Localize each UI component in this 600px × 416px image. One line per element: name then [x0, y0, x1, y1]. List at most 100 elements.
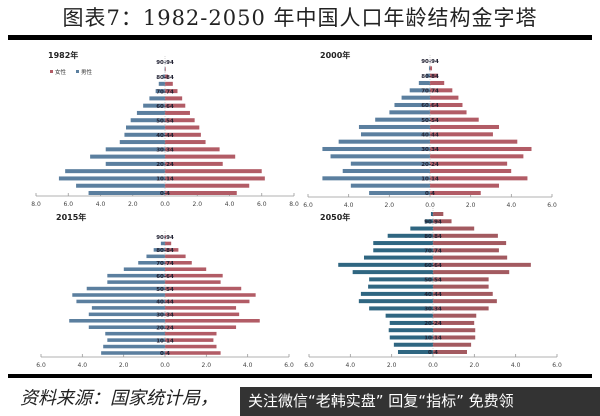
bar-female-85-89: [165, 241, 172, 246]
x-tick-label: 4.0: [346, 362, 356, 369]
bar-male-70-74: [138, 261, 165, 265]
legend-swatch-female: [50, 70, 53, 73]
bar-female-85-89: [433, 226, 475, 231]
bar-female-15-19: [165, 169, 262, 174]
bar-male-15-19: [65, 169, 165, 174]
bar-male-25-29: [90, 154, 165, 159]
bar-female-70-74: [430, 88, 453, 93]
bar-male-30-34: [369, 306, 433, 311]
bar-female-50-54: [165, 286, 242, 291]
bar-male-60-64: [143, 103, 165, 108]
bar-female-0-4: [165, 351, 221, 355]
age-label: 30-34: [424, 307, 442, 313]
bar-male-75-79: [373, 241, 433, 246]
x-tick-label: 2.0: [385, 202, 395, 209]
bar-female-55-59: [165, 280, 221, 284]
bar-female-60-64: [433, 262, 531, 267]
bar-female-80-84: [430, 73, 439, 78]
bar-female-5-9: [165, 183, 250, 188]
bar-female-30-34: [433, 306, 489, 311]
legend-swatch-male: [76, 70, 79, 73]
x-tick-label: 6.0: [304, 362, 314, 369]
age-label: 20-24: [156, 162, 174, 168]
bar-female-45-49: [165, 125, 200, 130]
bar-male-95-99: [430, 212, 433, 216]
age-label: 40-44: [156, 300, 174, 306]
x-tick-label: 4.0: [507, 202, 517, 209]
x-tick-label: 0.0: [160, 362, 170, 369]
bar-female-10-14: [165, 176, 265, 181]
x-tick-label: 0.0: [428, 362, 438, 369]
bar-male-40-44: [124, 132, 165, 137]
legend-label-female: 女性: [55, 68, 67, 76]
bar-male-30-34: [322, 146, 430, 152]
bar-male-10-14: [107, 338, 165, 342]
bar-male-85-89: [160, 241, 165, 246]
legend-label-male: 男性: [81, 68, 93, 76]
bar-male-10-14: [58, 176, 165, 181]
x-tick-label: 6.0: [552, 362, 562, 369]
bar-male-80-84: [153, 248, 165, 252]
bar-male-50-54: [86, 286, 165, 291]
bar-female-25-29: [430, 154, 524, 159]
x-tick-label: 8.0: [289, 201, 299, 208]
source-note: 资料来源：国家统计局，: [20, 388, 218, 409]
bar-male-10-14: [322, 176, 430, 181]
bar-female-0-4: [433, 350, 467, 354]
panel-title: 2015年: [56, 212, 86, 222]
age-label: 90-94: [421, 59, 439, 65]
bar-female-75-79: [165, 254, 186, 259]
age-label: 0-4: [428, 350, 438, 356]
age-label: 60-64: [421, 103, 439, 109]
bar-male-20-24: [105, 161, 165, 166]
bar-male-40-44: [76, 299, 165, 304]
bar-male-0-4: [88, 190, 165, 196]
panel-title: 2050年: [320, 212, 350, 222]
bar-female-40-44: [430, 132, 493, 137]
bar-male-35-39: [119, 140, 165, 145]
bar-male-55-59: [136, 110, 165, 115]
age-label: 90-94: [156, 60, 174, 66]
bar-female-80-84: [433, 233, 498, 238]
bar-female-20-24: [430, 161, 508, 166]
age-label: 20-24: [421, 162, 439, 168]
bar-female-55-59: [433, 270, 510, 275]
bar-female-15-19: [433, 328, 476, 333]
bar-male-65-69: [149, 96, 165, 101]
bar-male-35-39: [358, 299, 433, 304]
age-label: 50-54: [421, 118, 439, 124]
bar-male-40-44: [360, 132, 430, 137]
age-label: 30-34: [421, 147, 439, 153]
bar-male-25-29: [385, 313, 433, 318]
bar-male-0-4: [101, 351, 165, 355]
bar-female-10-14: [433, 335, 476, 340]
bar-female-40-44: [433, 291, 493, 296]
bar-male-80-84: [162, 74, 165, 79]
bar-male-0-4: [369, 190, 430, 196]
watermark-banner: 关注微信“老韩实盘” 回复“指标” 免费领: [240, 387, 600, 416]
bar-male-80-84: [425, 73, 430, 78]
bar-male-70-74: [409, 88, 430, 93]
x-tick-label: 0.0: [425, 202, 435, 209]
bar-male-85-89: [428, 66, 430, 71]
bar-female-75-79: [165, 81, 173, 86]
bar-female-20-24: [433, 320, 475, 325]
bar-male-60-64: [107, 273, 165, 278]
x-tick-label: 8.0: [31, 201, 41, 208]
bar-male-20-24: [350, 161, 430, 166]
bar-female-25-29: [433, 313, 477, 318]
x-tick-label: 4.0: [78, 362, 88, 369]
bar-female-70-74: [165, 261, 192, 265]
bar-male-5-9: [76, 183, 165, 188]
bar-female-15-19: [165, 331, 217, 336]
bar-female-85-89: [165, 67, 166, 72]
bar-female-5-9: [430, 183, 500, 188]
x-tick-label: 4.0: [96, 201, 106, 208]
x-tick-label: 6.0: [257, 201, 267, 208]
bar-female-45-49: [430, 124, 500, 130]
x-tick-label: 6.0: [36, 362, 46, 369]
bar-female-35-39: [165, 306, 237, 310]
bar-male-55-59: [107, 280, 165, 284]
